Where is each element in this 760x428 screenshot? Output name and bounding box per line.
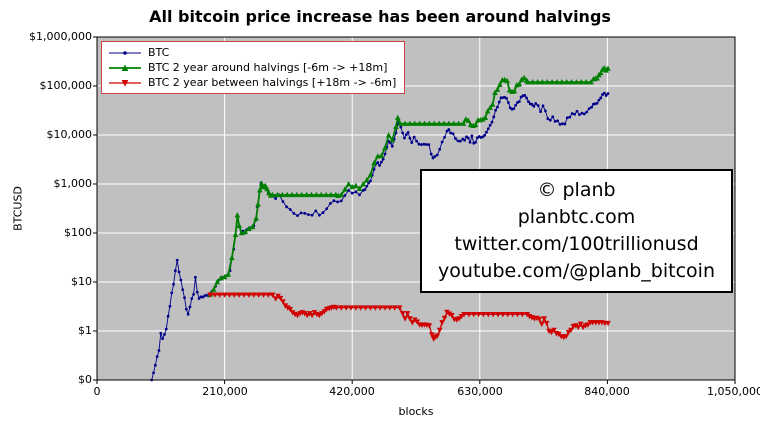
watermark-line-youtube: youtube.com/@planb_bitcoin	[438, 260, 715, 282]
legend-label-around-halvings: BTC 2 year around halvings [-6m -> +18m]	[148, 61, 388, 74]
chart-legend: BTC BTC 2 year around halvings [-6m -> +…	[101, 41, 406, 94]
y-tick-label: $100	[64, 226, 92, 239]
watermark-box: © planb planbtc.com twitter.com/100trill…	[420, 169, 733, 293]
legend-item-between-halvings: BTC 2 year between halvings [+18m -> -6m…	[108, 76, 396, 89]
around-halvings-line-marker-icon	[109, 64, 141, 71]
legend-item-around-halvings: BTC 2 year around halvings [-6m -> +18m]	[108, 61, 396, 74]
watermark-line-author: © planb	[537, 179, 616, 201]
x-axis-label: blocks	[398, 405, 434, 418]
btc-line-marker-icon	[109, 50, 141, 55]
watermark-line-website: planbtc.com	[517, 206, 636, 228]
y-axis-label: BTCUSD	[11, 186, 25, 231]
x-tick-label: 1,050,000	[707, 385, 760, 398]
y-tick-label: $10	[71, 275, 92, 288]
legend-item-btc: BTC	[108, 46, 396, 59]
y-tick-label: $1,000,000	[29, 30, 92, 43]
y-tick-label: $0	[78, 373, 92, 386]
x-tick-label: 210,000	[202, 385, 248, 398]
y-tick-label: $1	[78, 324, 92, 337]
watermark-line-twitter: twitter.com/100trillionusd	[454, 233, 699, 255]
x-tick-label: 0	[93, 385, 101, 398]
legend-label-btc: BTC	[148, 46, 170, 59]
y-tick-label: $1,000	[53, 177, 93, 190]
x-tick-label: 630,000	[457, 385, 503, 398]
legend-label-between-halvings: BTC 2 year between halvings [+18m -> -6m…	[148, 76, 397, 89]
y-tick-label: $10,000	[46, 128, 93, 141]
x-tick-label: 840,000	[584, 385, 630, 398]
between-halvings-line-marker-icon	[109, 79, 141, 86]
chart-title: All bitcoin price increase has been arou…	[149, 7, 611, 26]
x-tick-label: 420,000	[329, 385, 375, 398]
y-tick-label: $100,000	[39, 79, 93, 92]
